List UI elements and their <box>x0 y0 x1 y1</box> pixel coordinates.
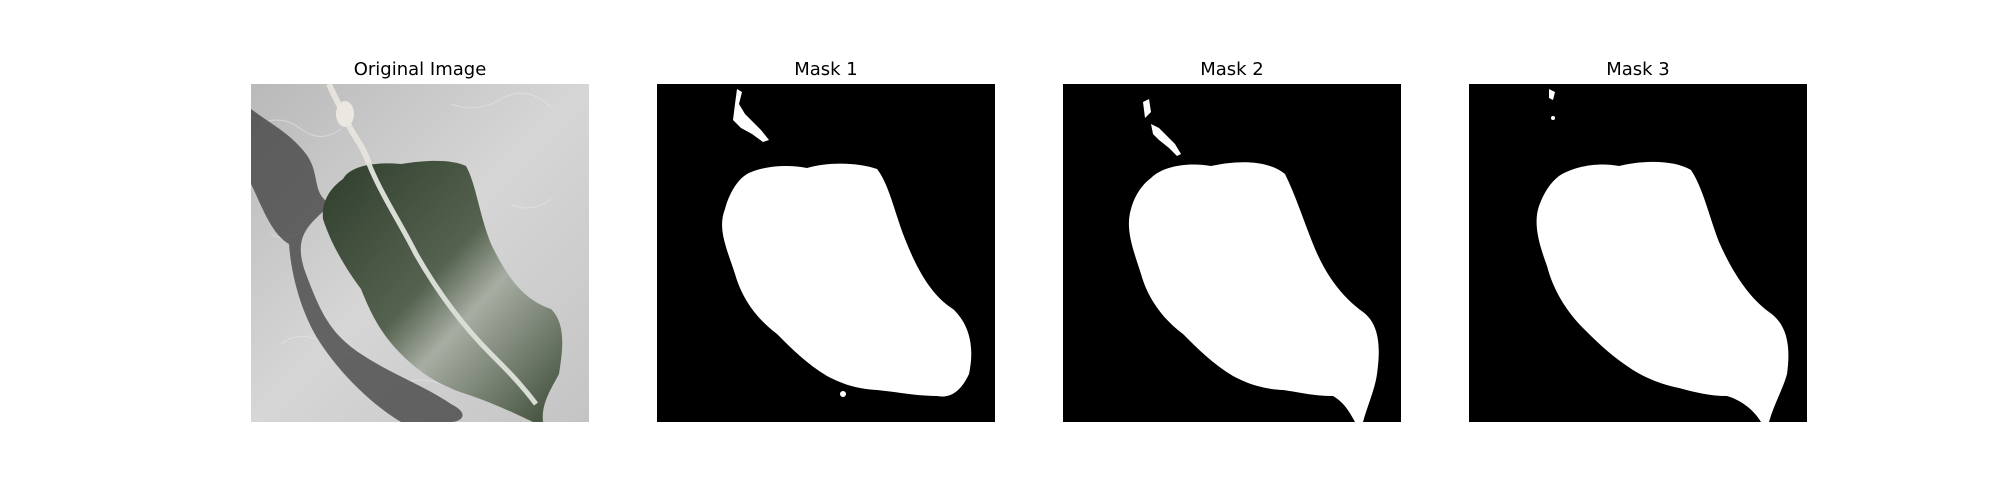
panel-title: Mask 1 <box>794 59 858 80</box>
mask-2-image <box>1063 84 1401 422</box>
mask-3-image <box>1469 84 1807 422</box>
panel-title: Mask 3 <box>1606 59 1670 80</box>
panel-title: Original Image <box>353 59 487 80</box>
original-photo <box>251 84 589 422</box>
panel-title: Mask 2 <box>1200 59 1264 80</box>
mask-1-image <box>657 84 995 422</box>
